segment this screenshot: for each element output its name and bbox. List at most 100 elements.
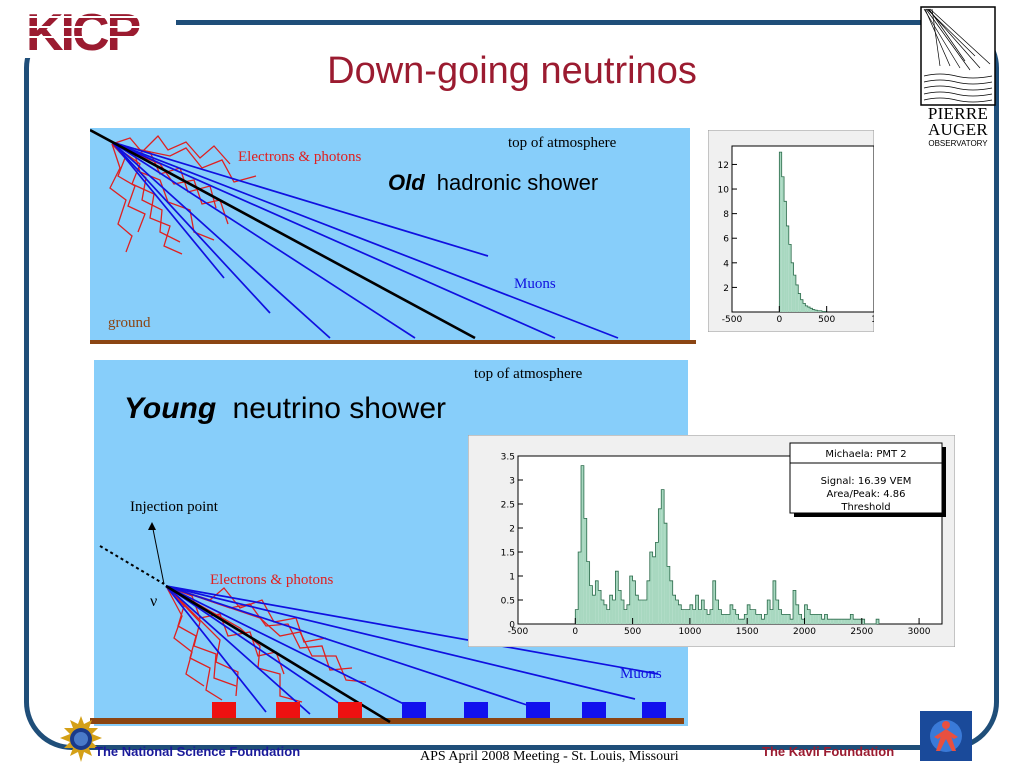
histogram-bar: [798, 614, 802, 624]
slide-title: Down-going neutrinos: [327, 50, 697, 92]
histogram-bar: [649, 552, 653, 624]
histogram-bar: [707, 614, 710, 624]
stats-box: [789, 442, 943, 514]
histogram-bar: [778, 609, 782, 624]
histogram-bar: [793, 275, 796, 312]
histogram-bar: [803, 303, 806, 312]
histogram-bar: [621, 600, 624, 624]
sky-background: [90, 128, 690, 340]
histogram-bar: [807, 307, 811, 312]
histogram-outline: [574, 465, 880, 625]
y-tick-label: 8: [723, 210, 729, 220]
histogram-bar: [819, 310, 822, 312]
histogram-bar: [850, 614, 854, 624]
electrons-photons-label: Electrons & photons: [210, 572, 333, 588]
x-tick-label: 1000: [678, 627, 701, 637]
ground-line: [90, 340, 696, 344]
x-tick-label: -500: [722, 315, 743, 325]
shower-axis: [90, 128, 476, 340]
histogram-bar: [800, 299, 803, 312]
injection-arrow-head: [148, 522, 156, 530]
ground-label: ground: [108, 315, 151, 331]
histogram-bar: [735, 614, 739, 624]
histogram-bar: [741, 619, 745, 624]
x-tick-label: 3000: [908, 627, 931, 637]
histogram-bar: [827, 619, 831, 624]
kavli-logo-icon: [920, 711, 972, 761]
histogram-bar: [652, 556, 656, 624]
histogram-bar: [750, 609, 753, 624]
old-shower-caption: Old hadronic shower: [388, 170, 598, 195]
old-caption-emphasis: Old: [388, 170, 425, 195]
histogram-bar: [618, 590, 622, 624]
histogram-bar: [681, 609, 685, 624]
histogram-bar: [612, 600, 616, 624]
y-tick-label: 1.5: [501, 549, 515, 559]
histogram-bar: [876, 619, 879, 624]
histogram-bar: [678, 604, 682, 624]
histogram-bar: [824, 614, 828, 624]
young-shower-diagram: top of atmosphere Electrons & photons Mu…: [90, 356, 700, 726]
y-tick-label: 4: [723, 259, 729, 269]
histogram-bar: [609, 595, 613, 624]
detector-triggered: [338, 702, 362, 718]
histogram-bar: [581, 465, 584, 624]
histogram-bar: [575, 609, 579, 624]
histogram-bar: [578, 552, 582, 624]
histogram-bar: [655, 542, 659, 624]
histogram-bar: [764, 614, 768, 624]
x-tick-label: 1: [871, 315, 874, 325]
surface-detectors: [212, 702, 666, 718]
detector-triggered: [276, 702, 300, 718]
footer-meeting: APS April 2008 Meeting - St. Louis, Miss…: [420, 749, 679, 764]
young-shower-caption: Young neutrino shower: [124, 392, 446, 425]
histogram-bar: [813, 614, 816, 624]
histogram-bar: [818, 614, 822, 624]
histogram-bar: [801, 619, 805, 624]
histogram-bar: [692, 609, 696, 624]
histogram-bar: [718, 609, 722, 624]
muons-label: Muons: [620, 666, 662, 682]
histogram-bar: [807, 609, 811, 624]
detector-untriggered: [464, 702, 488, 718]
histogram-bar: [758, 614, 762, 624]
histogram-bar: [672, 595, 676, 624]
histogram-bar: [615, 571, 619, 624]
histogram-bar: [790, 619, 794, 624]
histogram-bar: [695, 595, 699, 624]
histogram-bar: [795, 604, 799, 624]
stats-signal: Signal: 16.39 VEM: [821, 476, 912, 487]
x-tick-label: 500: [624, 627, 641, 637]
young-caption-emphasis: Young: [124, 392, 216, 425]
histogram-bar: [788, 244, 792, 312]
histogram-bar: [738, 619, 742, 624]
histogram-bar: [598, 590, 602, 624]
neutrino-label: ν: [150, 593, 157, 610]
small-histogram: 12 10 8 6 4 2 -500 0 500 1: [708, 130, 874, 332]
histogram-bar: [595, 580, 599, 624]
histogram-bar: [701, 600, 705, 624]
x-tick-label: -500: [508, 627, 529, 637]
histogram-bar: [767, 600, 771, 624]
slide-frame: [24, 20, 999, 750]
histogram-bar: [787, 614, 791, 624]
y-tick-label: 2.5: [501, 501, 515, 511]
histogram-bar: [732, 609, 736, 624]
histogram-bar: [830, 619, 834, 624]
top-of-atmosphere-label: top of atmosphere: [508, 135, 617, 151]
histogram-bar: [814, 310, 818, 312]
histogram-bar: [781, 176, 785, 312]
top-of-atmosphere-label: top of atmosphere: [474, 366, 583, 382]
histogram-bar: [727, 614, 730, 624]
stats-threshold: Threshold: [840, 502, 890, 513]
histogram-bar: [812, 309, 815, 312]
histogram-bar: [675, 600, 679, 624]
histogram-bar: [632, 580, 636, 624]
histogram-bar: [603, 604, 607, 624]
histogram-bar: [833, 619, 836, 624]
histogram-bar: [704, 609, 708, 624]
footer-kavli: The Kavli Foundation: [762, 744, 895, 759]
small-histogram-panel: 12 10 8 6 4 2 -500 0 500 1: [708, 130, 874, 332]
histogram-bar: [626, 604, 630, 624]
auger-logo-pierre: PIERRE: [927, 104, 989, 123]
